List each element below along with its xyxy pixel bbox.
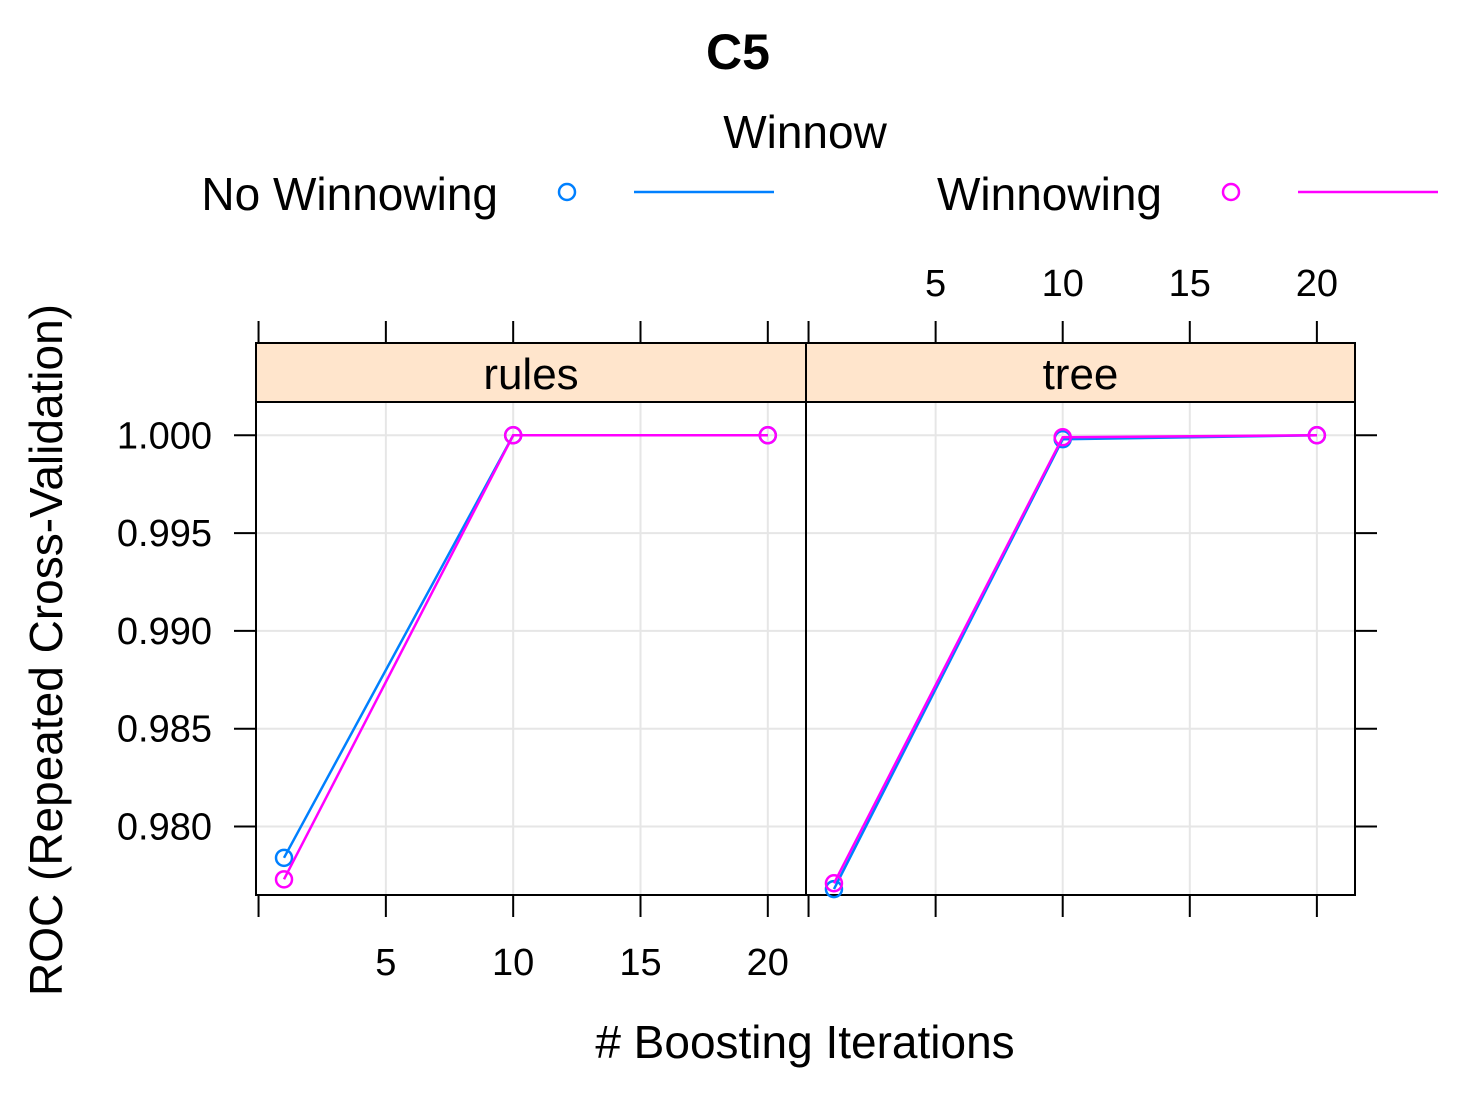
- strip-label-rules: rules: [483, 350, 578, 399]
- y-tick-label: 0.990: [117, 611, 212, 653]
- x-tick-label-top: 10: [1042, 263, 1084, 305]
- x-tick-label-bottom: 5: [375, 942, 396, 984]
- series-line-rules-no-winnowing: [282, 434, 768, 859]
- y-tick-label: 0.995: [117, 513, 212, 555]
- data-point-rules: [758, 426, 778, 445]
- y-axis-label: ROC (Repeated Cross-Validation): [20, 304, 72, 996]
- data-point-rules: [274, 848, 294, 868]
- strip-tree: [805, 342, 1356, 403]
- data-point-tree: [1053, 427, 1072, 447]
- x-tick-label-top: 5: [925, 263, 946, 305]
- x-tick-label-bottom: 15: [619, 942, 661, 984]
- chart-title: C5: [706, 24, 770, 80]
- panel-frame-tree: [805, 401, 1356, 896]
- data-point-rules: [274, 870, 294, 889]
- y-tick-label: 1.000: [117, 415, 212, 457]
- legend-title: Winnow: [723, 106, 887, 158]
- x-tick-label-top: 15: [1169, 263, 1211, 305]
- series-layer: [274, 426, 1327, 899]
- legend-label-winnowing: Winnowing: [937, 168, 1162, 220]
- y-tick-label: 0.985: [117, 709, 212, 751]
- series-line-tree-no-winnowing: [832, 434, 1317, 890]
- x-tick-label-top: 20: [1296, 263, 1338, 305]
- panel-frames: rules tree: [255, 342, 1356, 896]
- legend-marker-no-winnowing: [557, 182, 577, 202]
- grid-layer: [256, 402, 1355, 895]
- series-line-tree-winnowing: [832, 434, 1317, 884]
- x-tick-label-bottom: 20: [747, 942, 789, 984]
- panel-frame-rules: [255, 401, 807, 896]
- strip-label-tree: tree: [1043, 350, 1119, 399]
- legend-label-no-winnowing: No Winnowing: [201, 168, 498, 220]
- x-axis-label: # Boosting Iterations: [595, 1016, 1014, 1068]
- axis-ticks: 5 5 10 10 15 15 20 20 0.980 0.985 0.990 0.995 1.000: [117, 263, 1377, 984]
- data-point-tree: [824, 874, 844, 893]
- data-point-rules: [503, 426, 523, 445]
- data-point-tree: [1307, 426, 1327, 445]
- y-tick-label: 0.980: [117, 807, 212, 849]
- legend-marker-winnowing: [1221, 182, 1241, 202]
- legend: Winnow No Winnowing Winnowing: [201, 106, 1438, 220]
- series-line-rules-winnowing: [282, 434, 768, 880]
- x-tick-label-bottom: 10: [492, 942, 534, 984]
